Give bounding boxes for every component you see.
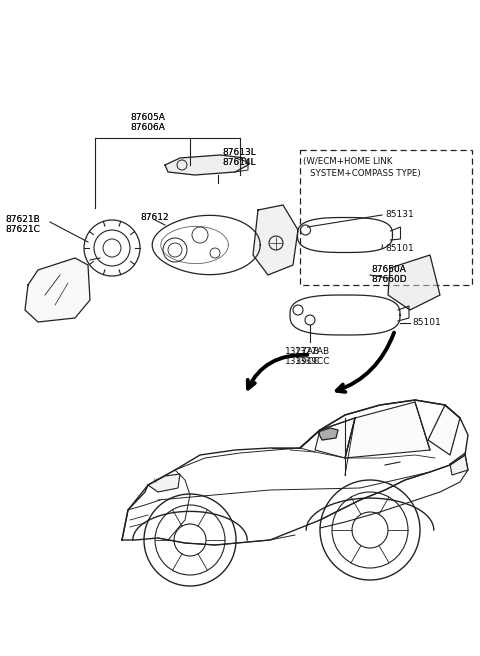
Text: 87612: 87612 bbox=[140, 213, 168, 222]
Text: 87605A: 87605A bbox=[130, 113, 165, 122]
Text: K: K bbox=[153, 478, 157, 484]
Text: 87621C: 87621C bbox=[5, 225, 40, 234]
Polygon shape bbox=[148, 474, 180, 492]
Text: 85131: 85131 bbox=[385, 210, 414, 219]
Text: 1327AB: 1327AB bbox=[285, 347, 320, 356]
Text: 87606A: 87606A bbox=[130, 123, 165, 132]
Polygon shape bbox=[345, 402, 430, 458]
Polygon shape bbox=[428, 405, 460, 455]
Polygon shape bbox=[253, 205, 298, 275]
Text: 87614L: 87614L bbox=[222, 158, 256, 167]
Circle shape bbox=[320, 480, 420, 580]
Text: 87614L: 87614L bbox=[222, 158, 256, 167]
Polygon shape bbox=[25, 258, 90, 322]
Text: 87606A: 87606A bbox=[130, 123, 165, 132]
Text: 87621C: 87621C bbox=[5, 225, 40, 234]
Text: 87650A: 87650A bbox=[371, 265, 406, 274]
Text: (W/ECM+HOME LINK: (W/ECM+HOME LINK bbox=[303, 157, 392, 166]
Text: 1339CC: 1339CC bbox=[295, 357, 331, 366]
Text: 1339CC: 1339CC bbox=[285, 357, 321, 366]
Polygon shape bbox=[122, 400, 468, 545]
Circle shape bbox=[144, 494, 236, 586]
Polygon shape bbox=[165, 155, 248, 175]
Text: 87613L: 87613L bbox=[222, 148, 256, 157]
Text: 1327AB: 1327AB bbox=[295, 347, 330, 356]
Polygon shape bbox=[388, 255, 440, 310]
Text: 87605A: 87605A bbox=[130, 113, 165, 122]
Text: 87621B: 87621B bbox=[5, 215, 40, 224]
Polygon shape bbox=[315, 418, 355, 458]
Polygon shape bbox=[318, 428, 338, 440]
Text: 85101: 85101 bbox=[412, 318, 441, 327]
Text: 87612: 87612 bbox=[140, 213, 168, 222]
Text: 85101: 85101 bbox=[385, 244, 414, 253]
Text: 87613L: 87613L bbox=[222, 148, 256, 157]
Bar bbox=[300, 150, 472, 285]
Text: 87650A: 87650A bbox=[371, 265, 406, 274]
Text: 87660D: 87660D bbox=[371, 275, 407, 284]
Text: SYSTEM+COMPASS TYPE): SYSTEM+COMPASS TYPE) bbox=[310, 169, 420, 178]
Text: 87660D: 87660D bbox=[371, 275, 407, 284]
Text: 87621B: 87621B bbox=[5, 215, 40, 224]
Polygon shape bbox=[450, 453, 468, 475]
